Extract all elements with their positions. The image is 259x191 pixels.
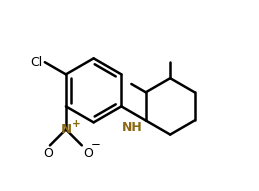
Text: NH: NH xyxy=(122,121,143,134)
Text: O: O xyxy=(83,147,93,160)
Text: +: + xyxy=(72,119,81,129)
Text: O: O xyxy=(44,147,54,160)
Text: N: N xyxy=(60,123,71,136)
Text: Cl: Cl xyxy=(31,56,43,69)
Text: −: − xyxy=(90,138,100,151)
